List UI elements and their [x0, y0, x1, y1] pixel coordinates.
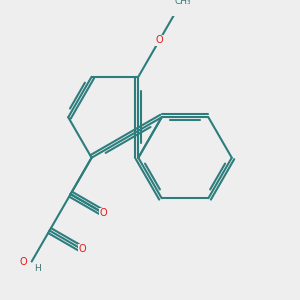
- Text: H: H: [34, 263, 40, 272]
- Text: CH₃: CH₃: [174, 0, 191, 6]
- Text: O: O: [79, 244, 86, 254]
- Text: O: O: [100, 208, 107, 218]
- Text: O: O: [20, 256, 28, 266]
- Text: O: O: [155, 35, 163, 45]
